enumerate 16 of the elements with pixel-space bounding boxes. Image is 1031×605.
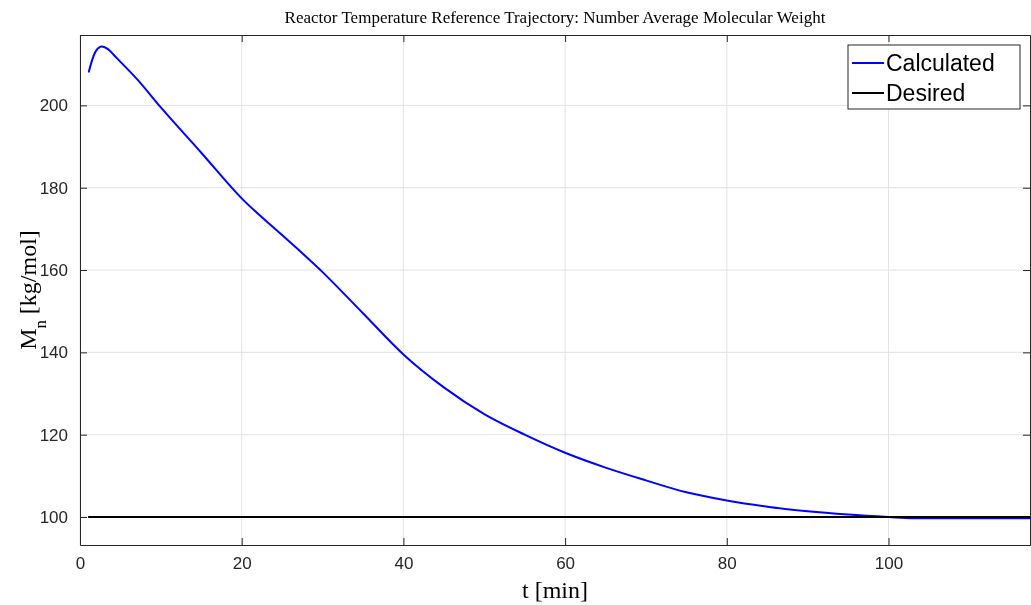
legend-label: Desired: [886, 80, 966, 106]
x-tick-label: 100: [874, 554, 904, 574]
x-axis-title: t [min]: [522, 577, 588, 603]
y-tick-label: 160: [39, 260, 68, 280]
y-tick-label: 120: [39, 425, 68, 445]
x-tick-label: 80: [717, 554, 737, 574]
x-tick-label: 60: [556, 554, 576, 574]
line-series: [87, 45, 1030, 520]
x-tick-label: 0: [75, 554, 86, 574]
y-tick-label: 100: [39, 507, 68, 527]
x-tick-label: 40: [394, 554, 414, 574]
chart-title: Reactor Temperature Reference Trajectory: Number Average Molecular Weight: [284, 8, 826, 27]
y-tick-label: 180: [39, 178, 68, 198]
y-tick-label: 200: [39, 96, 68, 116]
legend-label: Calculated: [886, 50, 995, 76]
x-tick-label: 20: [232, 554, 252, 574]
